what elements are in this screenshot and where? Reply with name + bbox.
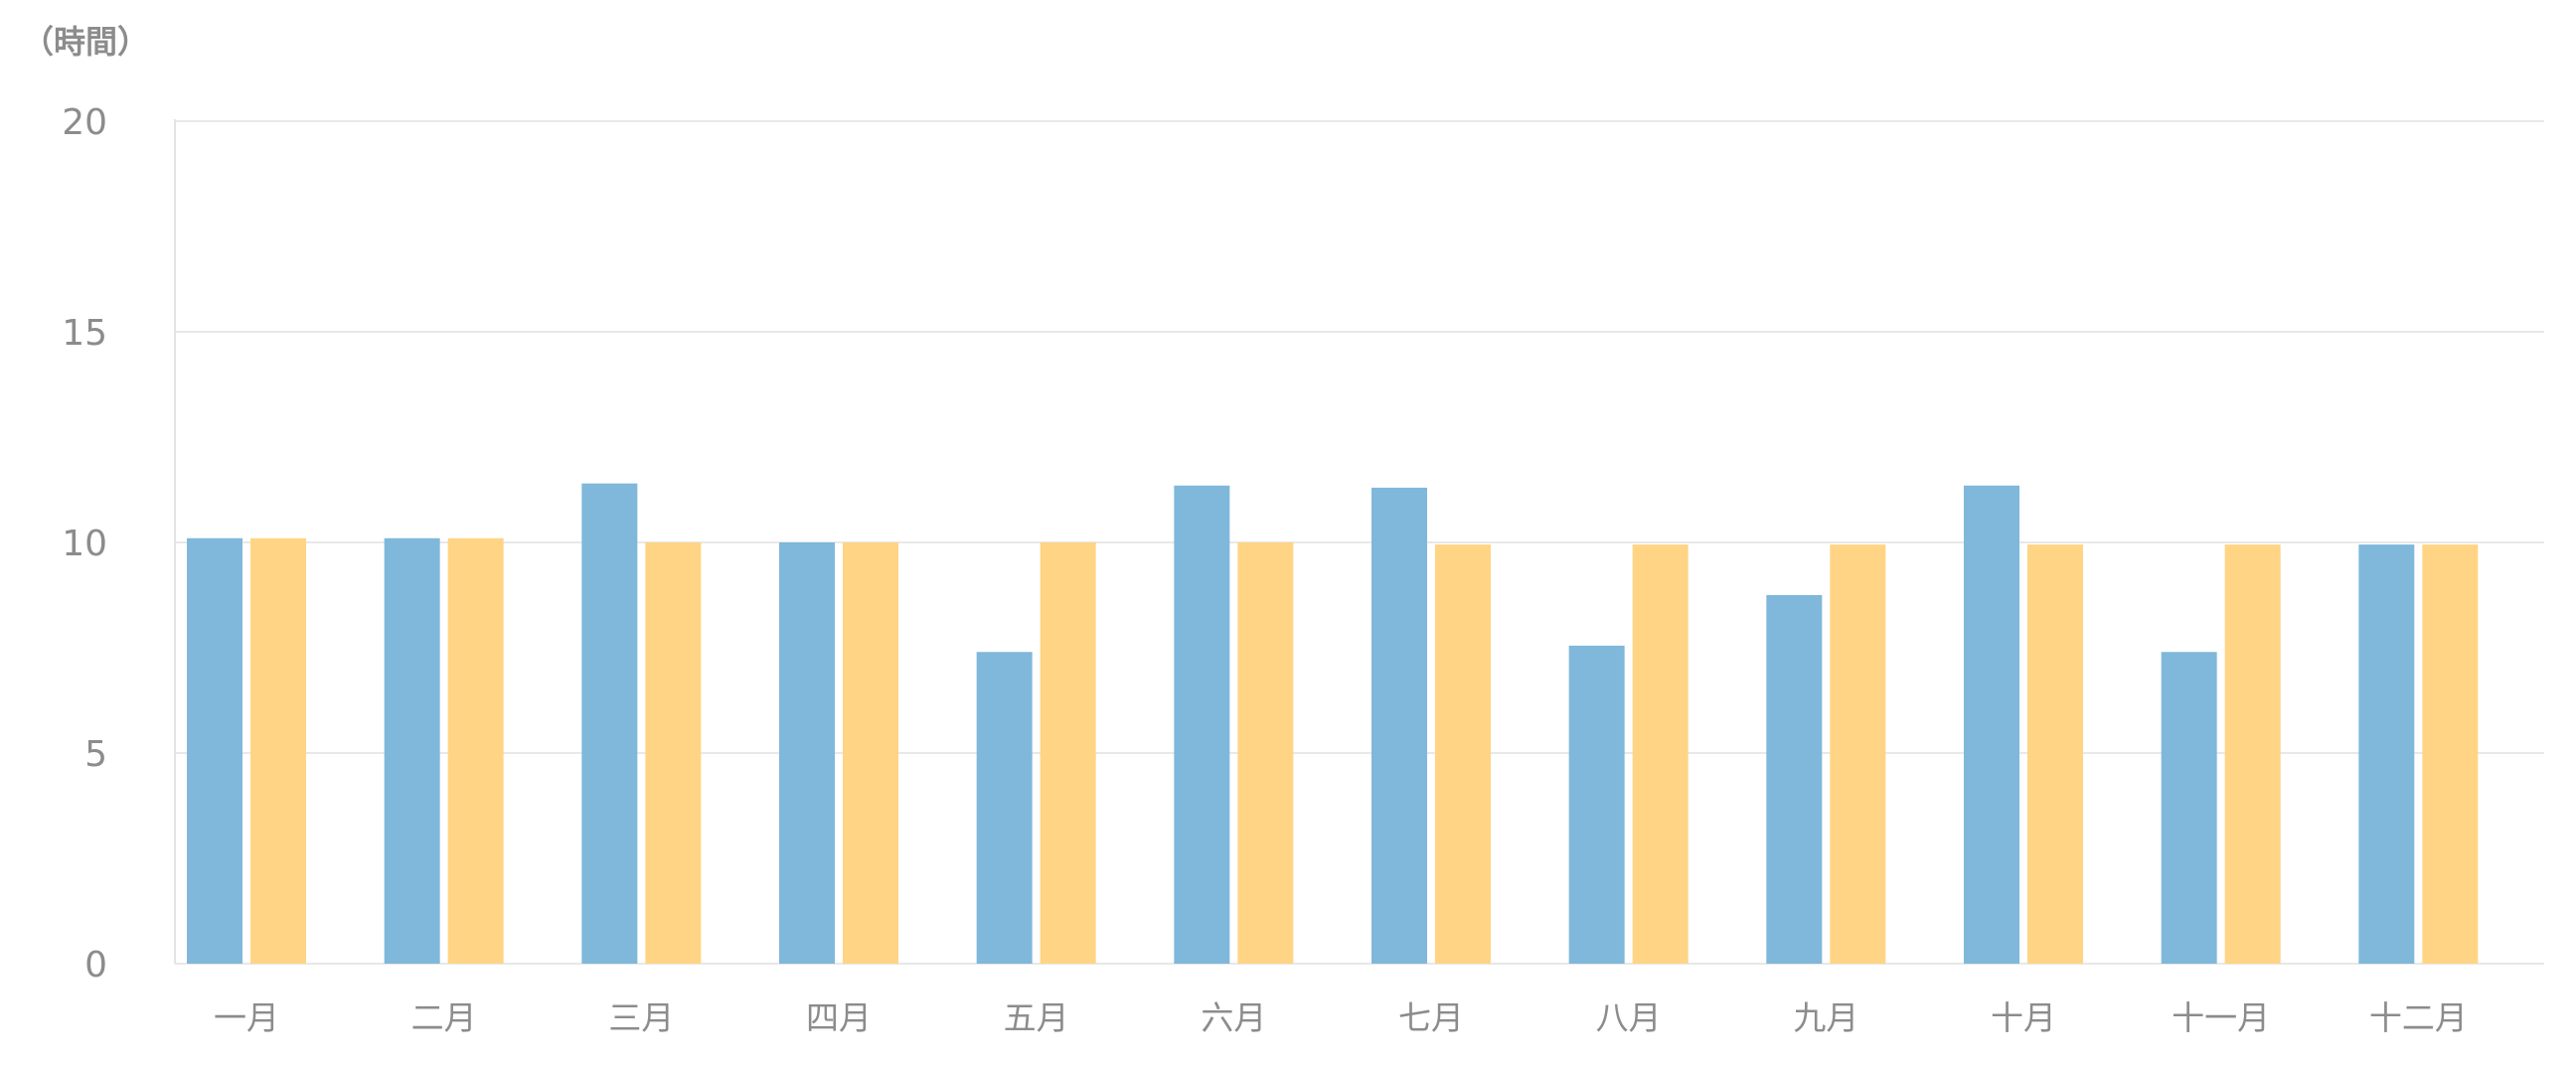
bar-orange-10 (2027, 544, 2083, 964)
bar-orange-4 (843, 542, 898, 964)
bar-orange-7 (1435, 544, 1491, 964)
bar-blue-5 (976, 652, 1033, 964)
bar-orange-8 (1632, 544, 1689, 964)
x-tick-label: 十月 (1991, 998, 2056, 1037)
bar-blue-8 (1568, 645, 1625, 964)
gridlines (175, 120, 2544, 965)
y-axis-ticks: 0 5 10 15 20 (62, 102, 107, 986)
y-tick-label: 20 (62, 102, 107, 143)
bar-orange-9 (1830, 544, 1886, 964)
x-tick-label: 三月 (608, 998, 674, 1037)
y-tick-label: 5 (84, 734, 107, 775)
bar-blue-6 (1174, 485, 1230, 964)
bars (187, 483, 2479, 964)
bar-blue-11 (2161, 652, 2217, 964)
bar-orange-1 (250, 537, 306, 964)
bar-orange-2 (447, 537, 504, 964)
x-tick-label: 四月 (806, 998, 872, 1037)
bar-orange-5 (1040, 542, 1096, 964)
bar-blue-10 (1964, 485, 2019, 964)
bar-orange-11 (2224, 544, 2281, 964)
bar-blue-12 (2358, 544, 2415, 964)
bar-blue-7 (1371, 487, 1427, 964)
y-tick-label: 0 (84, 945, 107, 986)
bar-orange-6 (1237, 542, 1294, 964)
x-tick-label: 七月 (1398, 998, 1464, 1037)
y-axis-unit-label: （時間） (22, 23, 149, 61)
bar-blue-4 (779, 542, 835, 964)
bar-blue-1 (187, 537, 242, 964)
x-tick-label: 十二月 (2369, 998, 2468, 1037)
x-tick-label: 十一月 (2172, 998, 2270, 1037)
x-tick-label: 六月 (1201, 998, 1266, 1037)
bar-blue-9 (1766, 595, 1823, 964)
bar-blue-3 (581, 483, 638, 964)
bar-orange-12 (2422, 544, 2479, 964)
y-tick-label: 10 (62, 524, 107, 564)
x-tick-label: 二月 (411, 998, 477, 1037)
bar-blue-2 (384, 537, 440, 964)
x-tick-label: 一月 (214, 998, 279, 1037)
x-tick-label: 八月 (1596, 998, 1662, 1037)
x-tick-label: 五月 (1004, 998, 1069, 1037)
x-axis-ticks: 一月 二月 三月 四月 五月 六月 七月 八月 九月 十月 十一月 十二月 (214, 998, 2468, 1037)
x-tick-label: 九月 (1793, 998, 1858, 1037)
bar-orange-3 (645, 542, 702, 964)
y-tick-label: 15 (62, 313, 107, 354)
